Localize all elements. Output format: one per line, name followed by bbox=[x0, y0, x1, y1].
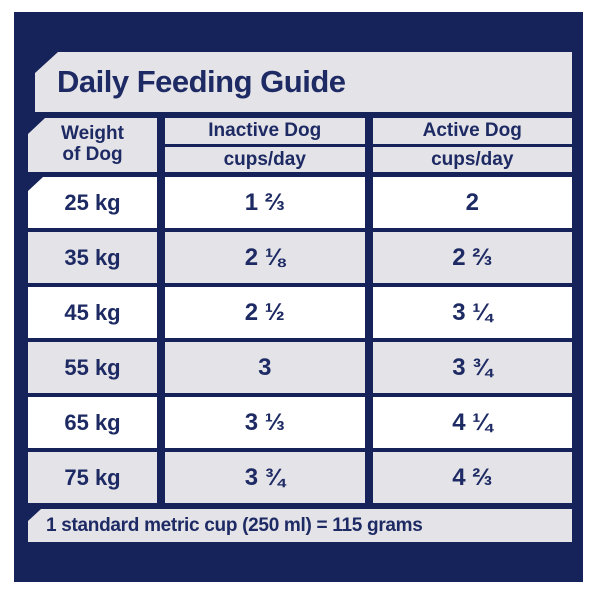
inactive-dog-unit: cups/day bbox=[223, 148, 306, 170]
active-dog-unit: cups/day bbox=[431, 148, 514, 170]
footnote-text: 1 standard metric cup (250 ml) = 115 gra… bbox=[46, 514, 423, 536]
footnote-bar: 1 standard metric cup (250 ml) = 115 gra… bbox=[28, 509, 572, 542]
active-value: 2 bbox=[372, 177, 572, 228]
weight-cell: 65 kg bbox=[28, 397, 157, 448]
weight-cell: 45 kg bbox=[28, 287, 157, 338]
table-row: 55 kg 3 3 ¾ bbox=[28, 342, 572, 393]
table-row: 65 kg 3 ⅓ 4 ¼ bbox=[28, 397, 572, 448]
weight-cell: 55 kg bbox=[28, 342, 157, 393]
inactive-value: 3 ⅓ bbox=[165, 397, 365, 448]
inactive-dog-label: Inactive Dog bbox=[208, 120, 322, 141]
weight-cell: 75 kg bbox=[28, 452, 157, 503]
table-row: 35 kg 2 ⅛ 2 ⅔ bbox=[28, 232, 572, 283]
weight-cell: 35 kg bbox=[28, 232, 157, 283]
inactive-value: 3 bbox=[165, 342, 365, 393]
weight-header-line1: Weight bbox=[61, 123, 124, 145]
table-row: 75 kg 3 ¾ 4 ⅔ bbox=[28, 452, 572, 503]
table-body: 25 kg 1 ⅔ 2 35 kg 2 ⅛ 2 ⅔ 45 kg 2 ½ 3 ¼ … bbox=[28, 177, 572, 503]
inactive-value: 2 ½ bbox=[165, 287, 365, 338]
active-value: 2 ⅔ bbox=[372, 232, 572, 283]
title-bar: Daily Feeding Guide bbox=[35, 52, 572, 112]
inactive-value: 3 ¾ bbox=[165, 452, 365, 503]
table-header: Weight of Dog Inactive Dog cups/day Acti… bbox=[28, 118, 572, 172]
table-row: 25 kg 1 ⅔ 2 bbox=[28, 177, 572, 228]
active-dog-header: Active Dog cups/day bbox=[372, 118, 572, 172]
feeding-guide-panel: Daily Feeding Guide Weight of Dog Inacti… bbox=[14, 12, 583, 582]
header-divider bbox=[165, 144, 365, 147]
active-dog-label: Active Dog bbox=[422, 120, 522, 141]
active-value: 4 ¼ bbox=[372, 397, 572, 448]
page-title: Daily Feeding Guide bbox=[57, 64, 346, 99]
weight-of-dog-header: Weight of Dog bbox=[28, 118, 157, 172]
header-divider bbox=[372, 144, 572, 147]
table-row: 45 kg 2 ½ 3 ¼ bbox=[28, 287, 572, 338]
active-value: 4 ⅔ bbox=[372, 452, 572, 503]
weight-header-line2: of Dog bbox=[62, 144, 123, 165]
inactive-value: 2 ⅛ bbox=[165, 232, 365, 283]
active-value: 3 ¼ bbox=[372, 287, 572, 338]
inactive-dog-header: Inactive Dog cups/day bbox=[165, 118, 365, 172]
weight-cell: 25 kg bbox=[28, 177, 157, 228]
inactive-value: 1 ⅔ bbox=[165, 177, 365, 228]
active-value: 3 ¾ bbox=[372, 342, 572, 393]
